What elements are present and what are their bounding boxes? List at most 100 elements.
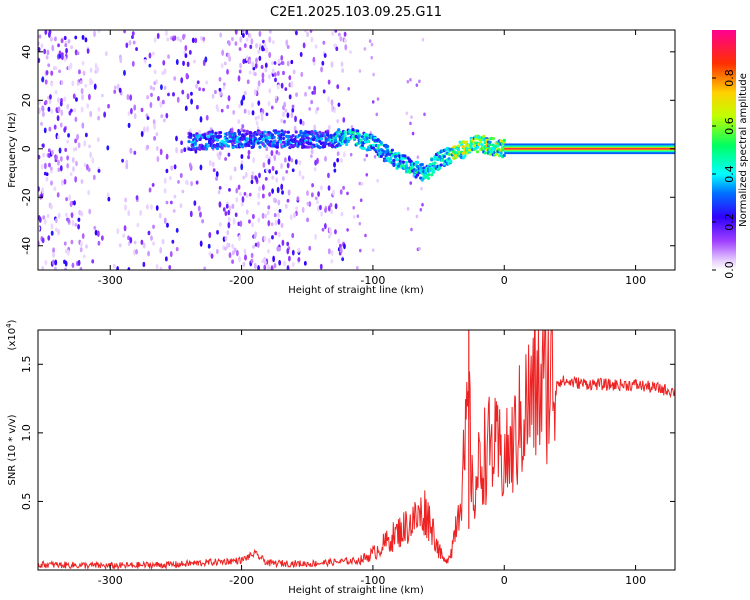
spectrogram-cell bbox=[256, 141, 260, 145]
spectrogram-cell bbox=[193, 59, 196, 64]
spectrogram-cell bbox=[262, 39, 265, 44]
spectrogram-cell bbox=[294, 115, 297, 123]
spectrogram-cell bbox=[79, 247, 83, 253]
spectrogram-cell bbox=[228, 188, 231, 192]
spectrogram-cell bbox=[260, 111, 264, 117]
spectrogram-cell bbox=[218, 130, 223, 135]
spectrogram-cell bbox=[66, 162, 70, 169]
spectrogram-cell bbox=[199, 240, 203, 247]
spectrogram-cell bbox=[162, 60, 166, 66]
spectrogram-cell bbox=[358, 248, 362, 253]
spectrogram-cell bbox=[195, 104, 199, 110]
spectrogram-cell bbox=[273, 213, 277, 218]
spectrogram-cell bbox=[327, 185, 331, 191]
spectrogram-cell bbox=[258, 186, 261, 192]
spectrogram-cell bbox=[360, 144, 365, 148]
spectrogram-cell bbox=[69, 201, 73, 208]
spectrogram-cell bbox=[146, 116, 150, 120]
spectrogram-cell bbox=[409, 181, 413, 185]
spectrogram-cell bbox=[222, 207, 226, 212]
spectrogram-cell bbox=[207, 243, 211, 249]
spectrogram-cell bbox=[322, 89, 326, 94]
spectrogram-cell bbox=[379, 141, 383, 145]
spectrogram-cell bbox=[271, 235, 274, 240]
spectrogram-cell bbox=[71, 219, 75, 227]
spectrogram-cell bbox=[227, 221, 231, 229]
spectrogram-cell bbox=[273, 197, 276, 203]
spectrogram-cell bbox=[280, 129, 284, 133]
spectrogram-cell bbox=[171, 239, 175, 244]
spectrogram-cell bbox=[121, 158, 124, 163]
spectrogram-cell bbox=[113, 85, 117, 90]
spectrogram-cell bbox=[233, 247, 237, 253]
spectrogram-cell bbox=[314, 44, 318, 49]
spectrogram-cell bbox=[58, 54, 62, 59]
spectrogram-cell bbox=[80, 106, 84, 113]
spectrogram-cell bbox=[89, 110, 93, 118]
spectrogram-cell bbox=[301, 121, 305, 126]
spectrogram-cell bbox=[261, 193, 265, 199]
spectrogram-cell bbox=[352, 206, 356, 210]
spectrogram-cell bbox=[401, 160, 405, 164]
spectrogram-cell bbox=[181, 189, 185, 194]
spectrogram-cell bbox=[313, 89, 317, 95]
spectrogram-cell bbox=[127, 210, 131, 217]
spectrogram-cell bbox=[247, 154, 250, 160]
spectrogram-cell bbox=[251, 110, 255, 116]
spectrogram-cell bbox=[239, 220, 243, 227]
spectrogram-cell bbox=[238, 69, 242, 74]
spectrogram-cell bbox=[263, 235, 267, 242]
spectrogram-cell bbox=[57, 159, 60, 166]
spectrogram-cell bbox=[50, 230, 54, 236]
spectrogram-cell bbox=[129, 236, 133, 244]
spectrogram-cell bbox=[345, 142, 349, 147]
spectrogram-cell bbox=[245, 137, 249, 141]
spectrogram-cell bbox=[118, 243, 122, 248]
spectrogram-cell bbox=[76, 51, 80, 56]
spectrogram-cell bbox=[91, 157, 95, 164]
spectrogram-cell bbox=[275, 170, 278, 175]
spectrogram-cell bbox=[499, 151, 503, 155]
spectrogram-cell bbox=[320, 211, 324, 217]
spectrogram-cell bbox=[96, 66, 100, 73]
spectrogram-cell bbox=[343, 243, 346, 250]
spectrogram-cell bbox=[48, 162, 51, 168]
spectrogram-cell bbox=[43, 127, 47, 134]
spectrogram-cell bbox=[74, 116, 78, 123]
spectrogram-cell bbox=[316, 200, 319, 204]
spectrogram-cell bbox=[334, 203, 338, 210]
spectrogram-cell bbox=[243, 192, 247, 196]
spectrogram-cell bbox=[47, 31, 51, 38]
spectrogram-cell bbox=[146, 144, 150, 150]
spectrogram-cell bbox=[228, 252, 232, 259]
spectrogram-cell bbox=[84, 83, 88, 88]
spectrogram-cell bbox=[243, 108, 247, 114]
spectrogram-cell bbox=[411, 165, 415, 169]
spectrogram-cell bbox=[447, 157, 451, 161]
spectrogram-cell bbox=[169, 200, 173, 205]
spectrogram-cell bbox=[208, 231, 212, 239]
spectrogram-cell bbox=[287, 189, 291, 196]
spectrogram-cell bbox=[235, 249, 239, 257]
spectrogram-cell bbox=[307, 145, 311, 149]
spectrogram-cell bbox=[321, 227, 325, 232]
spectrogram-cell bbox=[264, 177, 268, 181]
spectrogram-cell bbox=[231, 136, 235, 140]
spectrogram-cell bbox=[96, 137, 100, 143]
colorbar-scale bbox=[712, 30, 736, 270]
spectrogram-cell bbox=[381, 152, 385, 156]
spectrogram-cell bbox=[270, 105, 274, 110]
spectrogram-cell bbox=[337, 32, 341, 37]
spectrogram-cell bbox=[433, 164, 437, 168]
spectrogram-cell bbox=[254, 63, 258, 69]
snr-frame bbox=[37, 329, 676, 571]
spectrogram-cell bbox=[447, 152, 451, 156]
spectrogram-cell bbox=[312, 56, 316, 64]
snr-y-tick-label: 0.5 bbox=[20, 493, 33, 511]
spectrogram-cell bbox=[195, 83, 198, 89]
spectrogram-cell bbox=[291, 261, 295, 268]
spectrogram-cell bbox=[216, 107, 220, 113]
spectrogram-cell bbox=[398, 161, 402, 165]
spectrogram-cell bbox=[415, 214, 419, 219]
colorbar-tick-label: 0.8 bbox=[723, 69, 736, 87]
